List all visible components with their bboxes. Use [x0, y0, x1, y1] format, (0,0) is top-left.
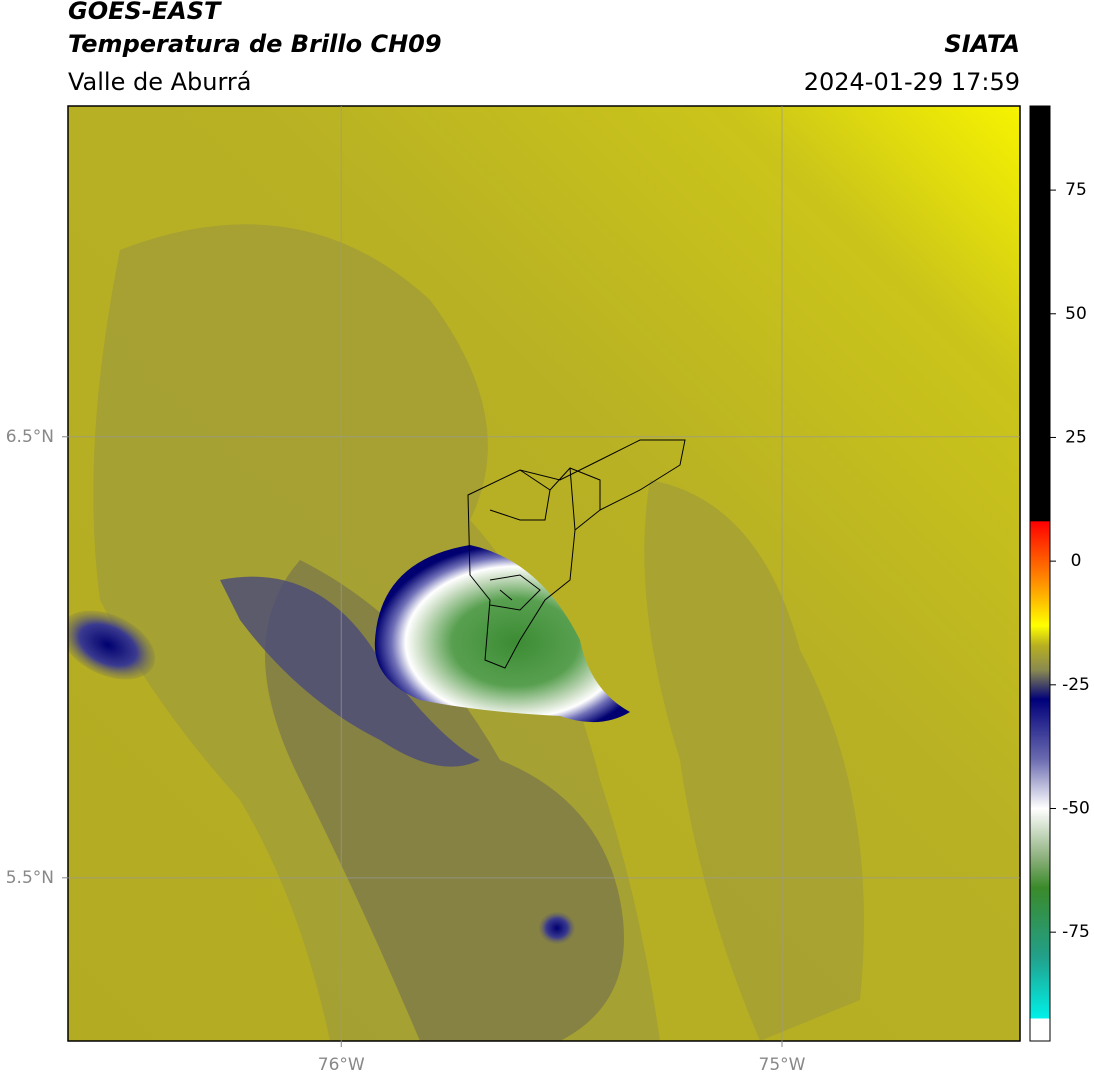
source: SIATA: [944, 30, 1020, 58]
colorbar-tick-label: 50: [1065, 304, 1087, 324]
y-tick-label: 5.5°N: [6, 868, 54, 888]
datetime: 2024-01-29 17:59: [804, 68, 1020, 96]
colorbar-tick-label: 0: [1071, 551, 1082, 571]
colorbar-tick-label: -50: [1062, 798, 1090, 818]
title: GOES-EAST: [68, 0, 222, 25]
x-tick-label: 75°W: [759, 1055, 806, 1075]
colorbar-tick-label: 75: [1065, 180, 1087, 200]
x-tick-label: 76°W: [318, 1055, 365, 1075]
colorbar: [1029, 105, 1051, 1042]
colorbar-tick-label: 25: [1065, 427, 1087, 447]
map-frame: [67, 105, 1021, 1042]
municipal-borders: [467, 439, 686, 669]
colorbar-tick-label: -75: [1062, 922, 1090, 942]
colorbar-tick-label: -25: [1062, 675, 1090, 695]
y-tick-label: 6.5°N: [6, 427, 54, 447]
subtitle: Temperatura de Brillo CH09: [68, 30, 442, 58]
region: Valle de Aburrá: [68, 68, 252, 96]
map-image: [68, 106, 1020, 1041]
